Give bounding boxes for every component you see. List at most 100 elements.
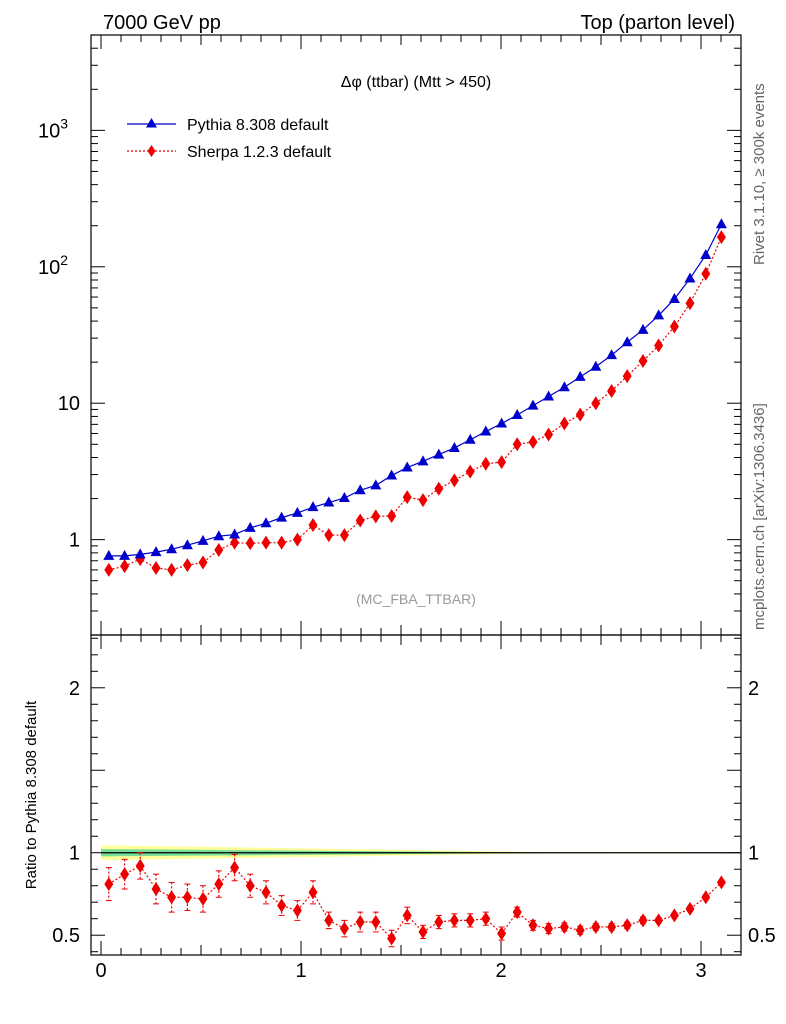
sherpa-marker — [497, 455, 507, 470]
sherpa-marker — [339, 528, 349, 543]
analysis-watermark: (MC_FBA_TTBAR) — [356, 591, 476, 607]
ratio-y-tick-label: 1 — [69, 843, 80, 865]
sherpa-marker — [607, 383, 617, 398]
legend-sherpa-label: Sherpa 1.2.3 default — [187, 144, 332, 161]
ratio-sherpa-marker — [481, 911, 491, 926]
ratio-sherpa-marker — [198, 891, 208, 906]
ratio-sherpa-marker — [261, 885, 271, 900]
ratio-sherpa-marker — [167, 890, 177, 905]
pythia-marker — [448, 441, 460, 452]
header-left: 7000 GeV pp — [103, 12, 221, 34]
pythia-marker — [354, 484, 366, 495]
sherpa-marker — [371, 509, 381, 524]
sherpa-marker — [591, 396, 601, 411]
sherpa-marker — [716, 230, 726, 245]
ratio-sherpa-marker — [716, 875, 726, 890]
ratio-sherpa-marker — [512, 905, 522, 920]
sherpa-marker — [277, 535, 287, 550]
sherpa-marker — [638, 353, 648, 368]
sherpa-marker — [402, 490, 412, 505]
sherpa-series-line — [108, 236, 722, 571]
ratio-y-axis-label: Ratio to Pythia 8.308 default — [23, 700, 40, 889]
ratio-sherpa-marker — [308, 885, 318, 900]
ratio-sherpa-marker — [277, 898, 287, 913]
ratio-sherpa-marker — [544, 921, 554, 936]
legend: Pythia 8.308 default Sherpa 1.2.3 defaul… — [127, 117, 332, 161]
header-right: Top (parton level) — [580, 12, 735, 34]
ratio-sherpa-marker — [701, 890, 711, 905]
ratio-sherpa-marker — [669, 908, 679, 923]
ratio-sherpa-marker — [434, 915, 444, 930]
pythia-marker — [480, 425, 492, 436]
rivet-label: Rivet 3.1.10, ≥ 300k events — [751, 83, 768, 265]
pythia-marker — [590, 360, 602, 371]
pythia-marker — [558, 381, 570, 392]
legend-sherpa-marker — [147, 145, 156, 157]
ratio-sherpa-marker — [638, 913, 648, 928]
pythia-marker — [637, 323, 649, 334]
pythia-marker — [181, 539, 193, 550]
main-y-tick-label: 1 — [69, 530, 80, 552]
ratio-y-tick-label: 2 — [69, 678, 80, 700]
pythia-marker — [229, 528, 241, 539]
pythia-marker — [197, 534, 209, 545]
ratio-y-tick-label-right: 2 — [748, 678, 759, 700]
ratio-sherpa-marker — [575, 923, 585, 938]
pythia-marker — [103, 549, 115, 560]
pythia-marker — [417, 455, 429, 466]
pythia-marker — [464, 433, 476, 444]
pythia-marker — [653, 309, 665, 320]
sherpa-marker — [308, 518, 318, 533]
sherpa-marker — [104, 562, 114, 577]
pythia-marker — [606, 349, 618, 360]
x-tick-label: 0 — [95, 960, 106, 982]
sherpa-marker — [182, 558, 192, 573]
pythia-marker — [166, 543, 178, 554]
pythia-marker — [433, 448, 445, 459]
x-tick-label: 3 — [695, 960, 706, 982]
mcplots-label: mcplots.cern.ch [arXiv:1306.3436] — [751, 403, 768, 630]
ratio-panel: 0 1 2 3 0.5 0.5 1 1 2 2 — [52, 634, 776, 982]
ratio-sherpa-marker — [371, 915, 381, 930]
main-y-tick-label: 102 — [38, 252, 68, 279]
sherpa-marker — [701, 266, 711, 281]
sherpa-marker — [151, 560, 161, 575]
pythia-marker — [291, 506, 303, 517]
pythia-marker — [370, 479, 382, 490]
ratio-sherpa-marker — [449, 913, 459, 928]
ratio-sherpa-marker — [387, 931, 397, 946]
sherpa-marker — [622, 369, 632, 384]
ratio-sherpa-marker — [339, 921, 349, 936]
ratio-sherpa-marker — [465, 913, 475, 928]
sherpa-marker — [449, 473, 459, 488]
pythia-marker — [574, 370, 586, 381]
ratio-sherpa-marker — [559, 919, 569, 934]
sherpa-marker — [387, 509, 397, 524]
sherpa-marker — [434, 481, 444, 496]
sherpa-marker — [198, 555, 208, 570]
sherpa-marker — [418, 493, 428, 508]
sherpa-marker — [214, 542, 224, 557]
ratio-y-tick-label-right: 1 — [748, 843, 759, 865]
ratio-sherpa-marker — [418, 924, 428, 939]
ratio-sherpa-line — [108, 865, 722, 940]
pythia-marker — [527, 399, 539, 410]
sherpa-marker — [669, 319, 679, 334]
pythia-marker — [323, 496, 335, 507]
ratio-sherpa-marker — [528, 918, 538, 933]
pythia-marker — [543, 390, 555, 401]
sherpa-marker — [575, 407, 585, 422]
sherpa-marker — [544, 427, 554, 442]
main-panel: 1 10 102 103 — [38, 34, 742, 636]
sherpa-marker — [324, 528, 334, 543]
pythia-marker — [621, 336, 633, 347]
ratio-sherpa-marker — [135, 858, 145, 873]
pythia-marker — [668, 293, 680, 304]
ratio-sherpa-marker — [245, 878, 255, 893]
ratio-sherpa-marker — [230, 860, 240, 875]
sherpa-marker — [261, 535, 271, 550]
pythia-marker — [213, 530, 225, 541]
sherpa-marker — [481, 456, 491, 471]
sherpa-marker — [167, 562, 177, 577]
